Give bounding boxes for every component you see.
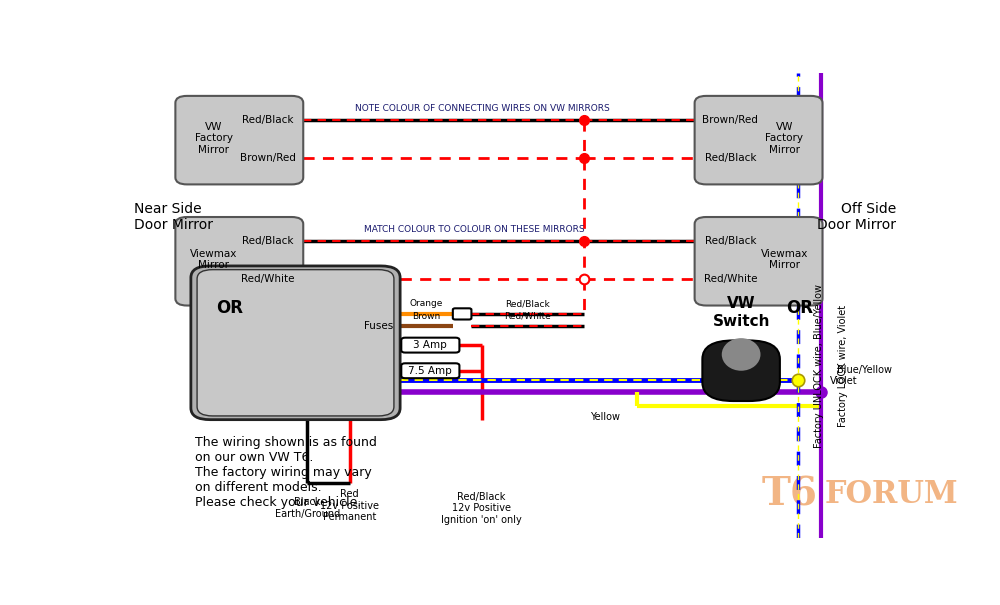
FancyBboxPatch shape <box>453 309 471 319</box>
Text: The wiring shown is as found
on our own VW T6.
The factory wiring may vary
on di: The wiring shown is as found on our own … <box>195 436 377 509</box>
FancyBboxPatch shape <box>191 266 400 420</box>
Text: VW
Switch: VW Switch <box>712 296 770 329</box>
FancyBboxPatch shape <box>401 363 459 378</box>
FancyBboxPatch shape <box>695 96 822 185</box>
FancyBboxPatch shape <box>175 96 303 185</box>
FancyBboxPatch shape <box>401 338 459 353</box>
Text: Factory UNLOCK wire, Blue/Yellow: Factory UNLOCK wire, Blue/Yellow <box>814 284 824 448</box>
Text: Red/Black: Red/Black <box>242 115 293 125</box>
Text: Yellow: Yellow <box>590 413 620 422</box>
Text: Factory LOCK wire, Violet: Factory LOCK wire, Violet <box>838 305 848 427</box>
Ellipse shape <box>722 338 761 371</box>
Text: Red/Black: Red/Black <box>242 236 293 246</box>
Text: Red
12v Positive
Permanent: Red 12v Positive Permanent <box>320 489 379 523</box>
Text: 3 Amp: 3 Amp <box>413 340 447 350</box>
FancyBboxPatch shape <box>175 217 303 306</box>
Text: Red/Black
12v Positive
Ignition 'on' only: Red/Black 12v Positive Ignition 'on' onl… <box>441 492 522 525</box>
Text: Black
Earth/Ground: Black Earth/Ground <box>274 497 340 519</box>
Text: FORUM: FORUM <box>825 479 958 509</box>
Text: Red/Black: Red/Black <box>705 153 756 163</box>
Text: Fuses: Fuses <box>364 321 394 332</box>
Text: OR: OR <box>216 299 243 317</box>
Text: 7.5 Amp: 7.5 Amp <box>408 366 452 376</box>
Text: Brown: Brown <box>412 312 441 321</box>
Text: Brown/Red: Brown/Red <box>240 153 295 163</box>
Text: Red/White: Red/White <box>504 312 551 321</box>
FancyBboxPatch shape <box>197 270 394 416</box>
Text: Near Side
Door Mirror: Near Side Door Mirror <box>134 202 213 232</box>
Text: Red/White: Red/White <box>704 274 757 284</box>
Text: Brown/Red: Brown/Red <box>702 115 758 125</box>
Text: Viewmax
Mirror: Viewmax Mirror <box>190 249 237 270</box>
Text: VW
Factory
Mirror: VW Factory Mirror <box>765 122 803 155</box>
Text: T6: T6 <box>762 475 818 513</box>
Text: Orange: Orange <box>410 299 443 308</box>
Text: NOTE COLOUR OF CONNECTING WIRES ON VW MIRRORS: NOTE COLOUR OF CONNECTING WIRES ON VW MI… <box>355 103 610 113</box>
FancyBboxPatch shape <box>695 217 822 306</box>
Text: Red/Black: Red/Black <box>705 236 756 246</box>
Text: Viewmax
Mirror: Viewmax Mirror <box>760 249 808 270</box>
FancyBboxPatch shape <box>702 341 780 401</box>
Text: Red/White: Red/White <box>241 274 294 284</box>
Text: Off Side
Door Mirror: Off Side Door Mirror <box>817 202 896 232</box>
Text: MATCH COLOUR TO COLOUR ON THESE MIRRORS: MATCH COLOUR TO COLOUR ON THESE MIRRORS <box>364 225 585 234</box>
Text: VW
Factory
Mirror: VW Factory Mirror <box>195 122 233 155</box>
Text: Violet: Violet <box>830 376 857 387</box>
Text: OR: OR <box>786 299 813 317</box>
Text: Blue/Yellow: Blue/Yellow <box>837 365 892 375</box>
Text: Red/Black: Red/Black <box>505 299 550 308</box>
